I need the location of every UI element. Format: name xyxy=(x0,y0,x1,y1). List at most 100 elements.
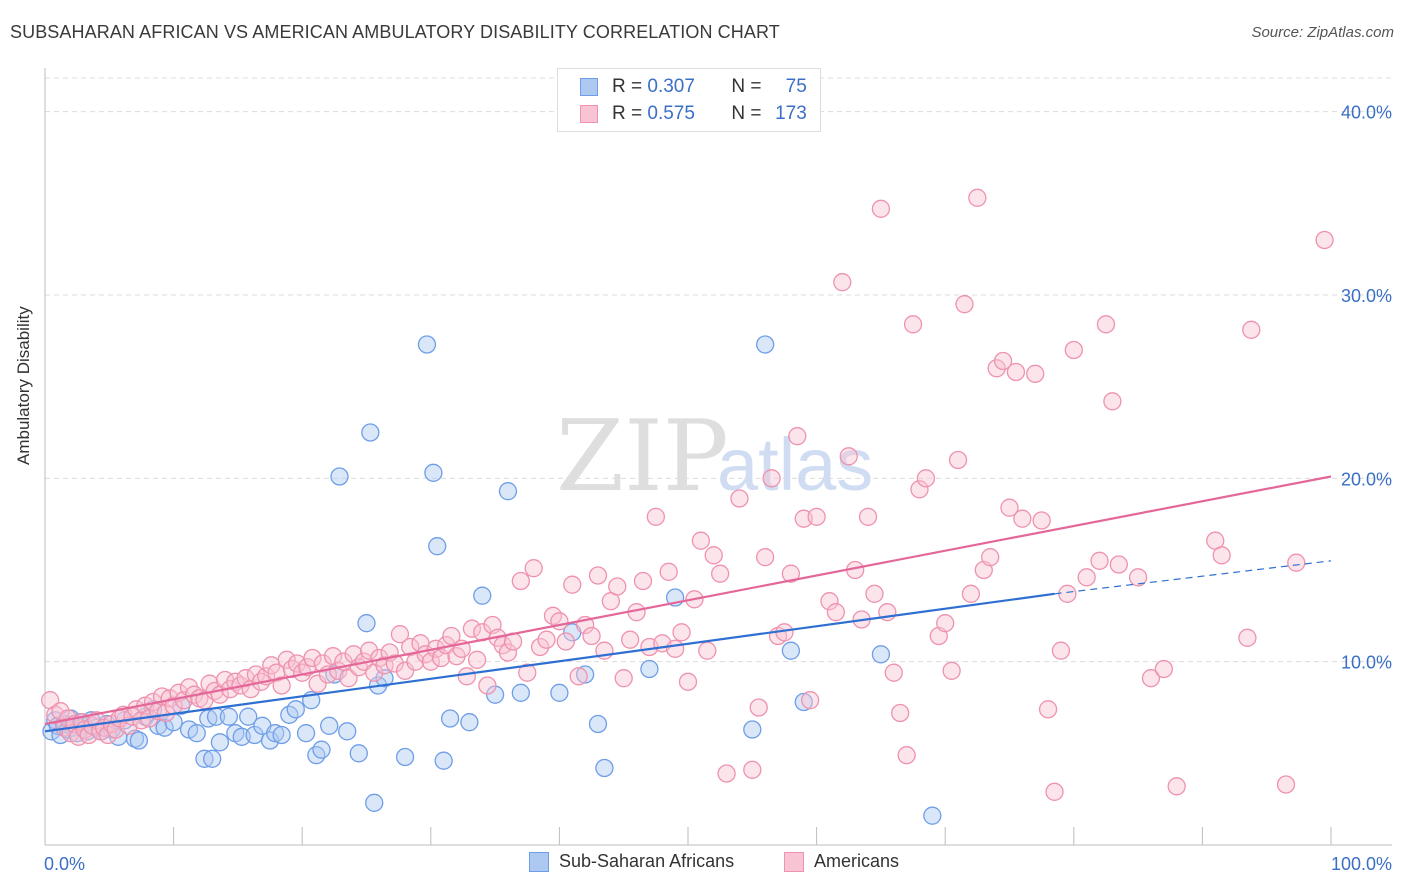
legend-swatch-blue xyxy=(529,851,549,872)
point-american xyxy=(303,648,322,668)
point-sub-saharan-african xyxy=(129,731,149,750)
point-american xyxy=(1051,641,1071,660)
point-american xyxy=(442,626,461,646)
point-american xyxy=(833,273,852,292)
point-american xyxy=(633,571,653,591)
point-american xyxy=(801,691,820,710)
point-american xyxy=(820,592,839,611)
point-american xyxy=(756,548,775,567)
legend-label: Sub-Saharan Africans xyxy=(559,851,735,871)
point-american xyxy=(478,676,497,695)
series-americans xyxy=(40,188,1334,801)
legend-n-value: 173 xyxy=(775,103,807,124)
legend-swatch-pink xyxy=(580,105,598,123)
y-axis-label: Ambulatory Disability xyxy=(14,306,33,465)
point-american xyxy=(871,199,891,218)
point-american xyxy=(993,351,1013,371)
point-american xyxy=(1038,700,1058,719)
point-sub-saharan-african xyxy=(203,749,222,768)
point-american xyxy=(1238,628,1257,647)
point-american xyxy=(1276,775,1296,794)
legend-label: Americans xyxy=(814,851,900,871)
legend-n-value: 75 xyxy=(785,76,807,97)
point-american xyxy=(277,650,296,669)
point-american xyxy=(569,667,588,686)
legend-n-label: N = xyxy=(731,103,762,124)
point-sub-saharan-african xyxy=(424,463,443,482)
point-american xyxy=(1103,392,1122,411)
point-american xyxy=(858,507,878,526)
point-sub-saharan-african xyxy=(361,423,380,442)
point-american xyxy=(530,637,550,657)
point-american xyxy=(1154,659,1173,679)
point-american xyxy=(1058,584,1077,603)
point-american xyxy=(1242,320,1261,339)
point-sub-saharan-african xyxy=(219,707,239,726)
point-american xyxy=(955,295,974,314)
point-american xyxy=(537,630,556,649)
y-axis-label-wrap: Ambulatory Disability xyxy=(14,306,34,465)
point-american xyxy=(390,625,410,644)
legend-r-label: R = xyxy=(612,76,643,97)
point-sub-saharan-african xyxy=(296,724,316,743)
legend-r-value: 0.307 xyxy=(647,76,695,97)
point-american xyxy=(942,661,961,680)
point-american xyxy=(1006,362,1026,382)
point-sub-saharan-african xyxy=(460,713,479,732)
point-sub-saharan-african xyxy=(595,758,614,778)
trend-line-sub-saharan-africans xyxy=(44,592,1055,733)
point-american xyxy=(563,575,582,594)
point-american xyxy=(916,469,936,488)
point-american xyxy=(272,676,291,695)
point-american xyxy=(556,632,575,651)
point-sub-saharan-african xyxy=(210,733,230,752)
point-american xyxy=(1096,315,1116,334)
point-american xyxy=(1045,782,1064,801)
point-american xyxy=(981,548,1000,567)
point-american xyxy=(762,469,781,488)
point-american xyxy=(1167,777,1186,796)
point-american xyxy=(462,619,482,638)
point-sub-saharan-african xyxy=(485,685,505,704)
series-sub-saharan-africans xyxy=(42,335,942,825)
trend-line-americans xyxy=(44,475,1332,726)
point-sub-saharan-african xyxy=(338,722,357,741)
legend-row-blue: R = 0.307 N = 75 xyxy=(580,75,807,99)
point-sub-saharan-african xyxy=(756,335,775,354)
point-american xyxy=(620,630,640,649)
point-american xyxy=(1212,546,1231,565)
point-american xyxy=(698,641,717,660)
source-note: Source: ZipAtlas.com xyxy=(1251,24,1394,41)
point-american xyxy=(665,639,685,658)
watermark: ZIP atlas xyxy=(556,400,873,514)
legend-row-pink: R = 0.575 N = 173 xyxy=(580,102,807,126)
y-tick-label: 10.0% xyxy=(1341,653,1392,673)
trend-line-extension xyxy=(1054,560,1332,595)
series-legend: Sub-Saharan Africans Americans xyxy=(0,851,1406,877)
point-american xyxy=(903,315,923,334)
point-sub-saharan-african xyxy=(871,645,891,664)
point-sub-saharan-african xyxy=(575,665,595,684)
point-sub-saharan-african xyxy=(187,724,206,743)
point-sub-saharan-african xyxy=(473,586,492,605)
point-american xyxy=(711,564,730,583)
point-american xyxy=(910,480,929,499)
point-american xyxy=(1032,511,1051,530)
point-american xyxy=(646,507,665,526)
point-american xyxy=(518,663,537,682)
point-american xyxy=(236,669,255,688)
point-american xyxy=(582,626,601,646)
point-sub-saharan-african xyxy=(330,467,349,486)
point-sub-saharan-african xyxy=(440,709,460,728)
point-american xyxy=(717,764,736,783)
x-tick-label: 100.0% xyxy=(1331,854,1392,874)
point-sub-saharan-african xyxy=(640,659,659,679)
point-american xyxy=(498,643,518,662)
legend-swatch-blue xyxy=(580,78,598,96)
point-american xyxy=(1000,498,1019,517)
point-american xyxy=(730,489,749,508)
point-american xyxy=(659,562,678,581)
point-american xyxy=(788,427,807,446)
point-sub-saharan-african xyxy=(434,751,453,770)
